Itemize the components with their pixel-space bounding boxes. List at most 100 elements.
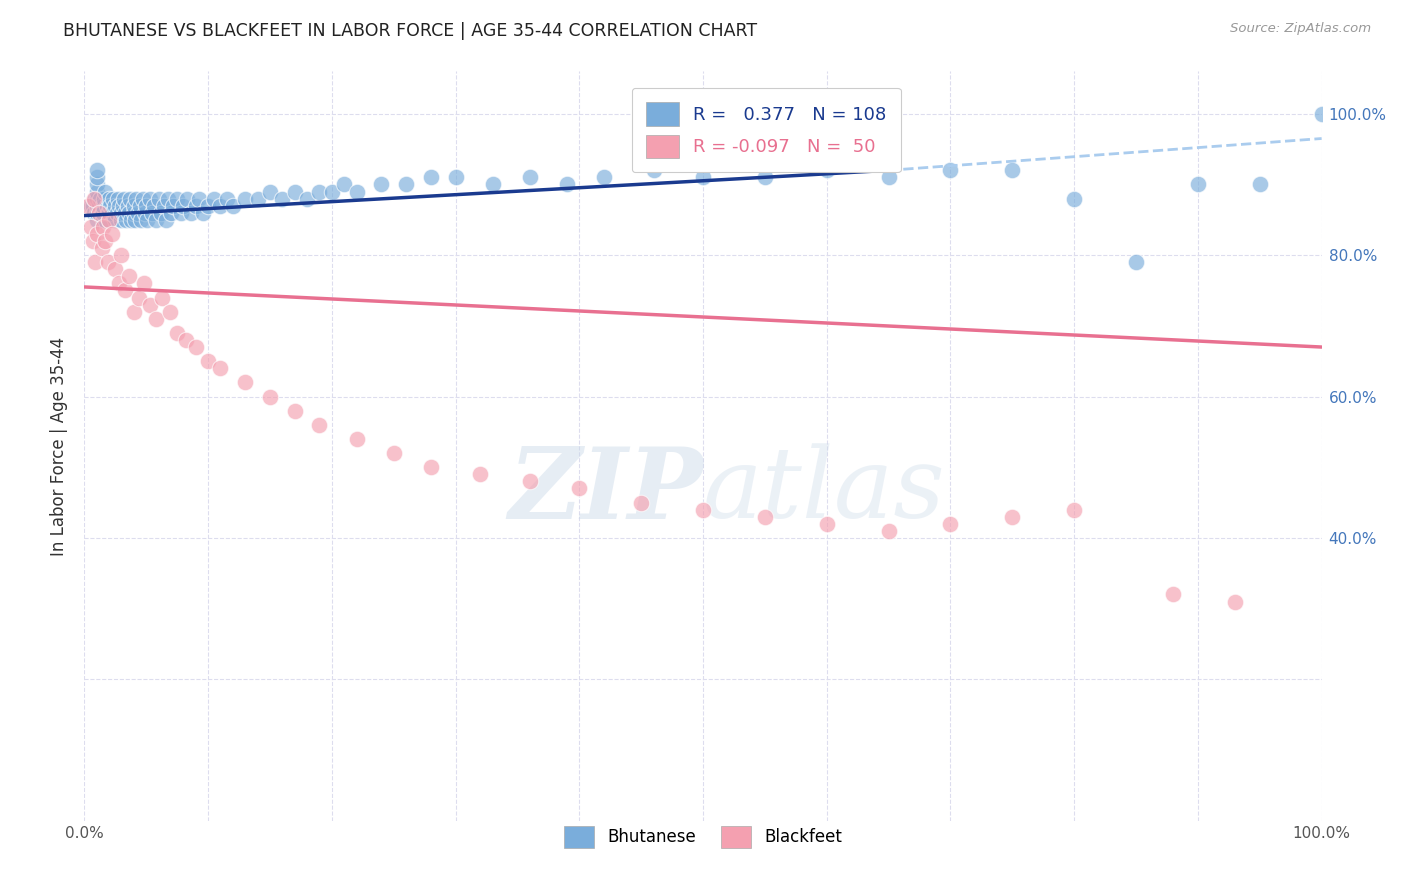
Point bbox=[129, 212, 152, 227]
Point bbox=[184, 199, 207, 213]
Point bbox=[139, 298, 162, 312]
Point bbox=[107, 192, 129, 206]
Legend: Bhutanese, Blackfeet: Bhutanese, Blackfeet bbox=[551, 813, 855, 861]
Point bbox=[233, 192, 256, 206]
Point bbox=[122, 304, 145, 318]
Point bbox=[100, 227, 122, 241]
Point bbox=[86, 192, 108, 206]
Text: BHUTANESE VS BLACKFEET IN LABOR FORCE | AGE 35-44 CORRELATION CHART: BHUTANESE VS BLACKFEET IN LABOR FORCE | … bbox=[63, 22, 758, 40]
Point bbox=[86, 170, 108, 185]
Point bbox=[815, 163, 838, 178]
Point bbox=[222, 199, 245, 213]
Point bbox=[172, 199, 194, 213]
Point bbox=[128, 291, 150, 305]
Point bbox=[98, 192, 121, 206]
Point bbox=[117, 199, 139, 213]
Point bbox=[308, 417, 330, 432]
Point bbox=[166, 192, 188, 206]
Point bbox=[86, 185, 108, 199]
Point bbox=[114, 284, 136, 298]
Point bbox=[643, 163, 665, 178]
Point bbox=[555, 178, 578, 192]
Point bbox=[82, 199, 104, 213]
Point bbox=[98, 199, 121, 213]
Point bbox=[233, 376, 256, 390]
Point bbox=[86, 199, 108, 213]
Point bbox=[346, 432, 368, 446]
Point bbox=[176, 192, 198, 206]
Point bbox=[246, 192, 269, 206]
Point bbox=[142, 199, 165, 213]
Point bbox=[104, 199, 127, 213]
Point bbox=[98, 212, 121, 227]
Point bbox=[519, 170, 541, 185]
Point bbox=[215, 192, 238, 206]
Point bbox=[79, 199, 101, 213]
Point bbox=[94, 185, 117, 199]
Point bbox=[127, 205, 149, 219]
Point bbox=[90, 205, 112, 219]
Point bbox=[86, 178, 108, 192]
Point bbox=[174, 333, 197, 347]
Text: atlas: atlas bbox=[703, 443, 946, 539]
Point bbox=[444, 170, 467, 185]
Point bbox=[150, 291, 173, 305]
Point bbox=[259, 390, 281, 404]
Point bbox=[1001, 163, 1024, 178]
Point bbox=[470, 467, 492, 482]
Point bbox=[91, 219, 114, 234]
Point bbox=[90, 241, 112, 255]
Point bbox=[197, 354, 219, 368]
Point bbox=[346, 185, 368, 199]
Point bbox=[110, 212, 132, 227]
Point bbox=[1001, 509, 1024, 524]
Point bbox=[159, 304, 181, 318]
Point bbox=[162, 199, 184, 213]
Point bbox=[184, 340, 207, 354]
Point bbox=[271, 192, 294, 206]
Point bbox=[877, 524, 900, 538]
Point bbox=[157, 192, 180, 206]
Point bbox=[84, 192, 107, 206]
Point bbox=[180, 205, 202, 219]
Point bbox=[419, 170, 441, 185]
Point bbox=[148, 192, 170, 206]
Point bbox=[259, 185, 281, 199]
Point bbox=[295, 192, 318, 206]
Point bbox=[333, 178, 356, 192]
Point bbox=[100, 205, 122, 219]
Point bbox=[110, 248, 132, 262]
Point bbox=[94, 234, 117, 248]
Point bbox=[96, 199, 118, 213]
Point bbox=[568, 482, 591, 496]
Point bbox=[112, 192, 135, 206]
Point bbox=[155, 212, 177, 227]
Point bbox=[108, 199, 131, 213]
Point bbox=[93, 192, 115, 206]
Point bbox=[170, 205, 193, 219]
Point bbox=[815, 516, 838, 531]
Point bbox=[122, 205, 145, 219]
Text: ZIP: ZIP bbox=[508, 442, 703, 539]
Point bbox=[89, 205, 111, 219]
Point bbox=[139, 192, 162, 206]
Point bbox=[202, 192, 225, 206]
Point bbox=[91, 205, 114, 219]
Point bbox=[692, 170, 714, 185]
Point bbox=[97, 255, 120, 269]
Point bbox=[83, 205, 105, 219]
Point bbox=[98, 212, 121, 227]
Point bbox=[191, 205, 214, 219]
Point bbox=[939, 516, 962, 531]
Point bbox=[141, 205, 163, 219]
Point bbox=[132, 277, 155, 291]
Point bbox=[101, 192, 124, 206]
Point bbox=[89, 199, 111, 213]
Point bbox=[89, 192, 111, 206]
Point bbox=[120, 192, 142, 206]
Point bbox=[79, 219, 101, 234]
Point bbox=[82, 234, 104, 248]
Point bbox=[111, 199, 134, 213]
Point bbox=[77, 199, 100, 213]
Point bbox=[593, 170, 616, 185]
